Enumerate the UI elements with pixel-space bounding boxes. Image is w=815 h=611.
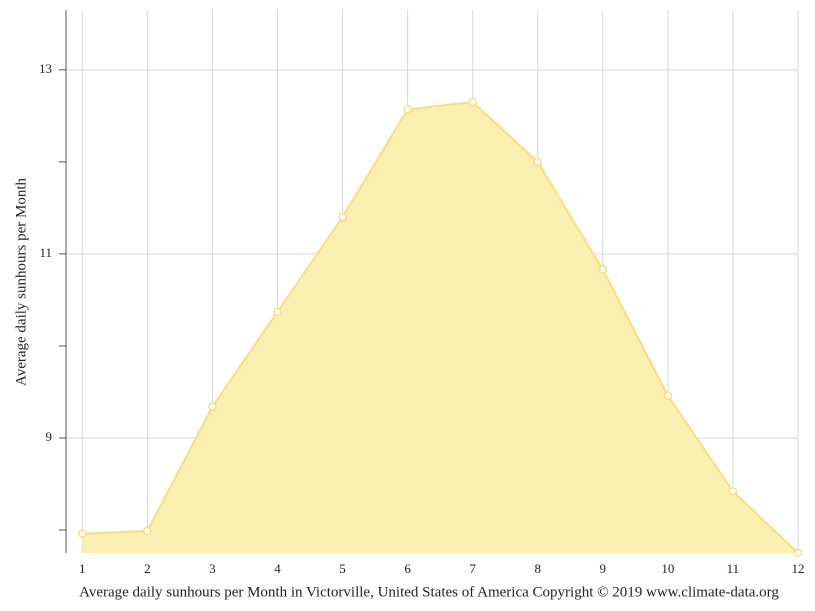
x-tick-label: 12 [792,561,805,576]
point [273,307,282,317]
point [533,157,542,167]
y-axis-label: Average daily sunhours per Month [13,178,29,387]
point [793,548,803,558]
x-tick-label: 4 [274,561,281,576]
point [663,391,673,400]
line [82,100,799,554]
point [468,97,477,107]
point [338,212,347,222]
point [403,105,412,114]
x-tick-label: 5 [339,561,346,576]
x-tick-label: 11 [727,561,740,576]
area [82,102,799,553]
point [143,526,152,536]
point [598,265,608,274]
x-tick-label: 6 [404,561,411,576]
x-tick-label: 10 [661,561,674,576]
x-tick-label: 1 [79,561,86,576]
y-tick-label: 9 [46,429,53,444]
x-tick-label: 3 [209,561,216,576]
y-tick-label: 11 [39,245,52,260]
x-tick-label: 2 [144,561,151,576]
x-tick-label: 9 [600,561,607,576]
point [728,487,738,496]
point [78,529,87,538]
y-tick-label: 13 [39,61,52,76]
x-tick-label: 8 [534,561,541,576]
x-axis-label: Average daily sunhours per Month in Vict… [79,584,779,600]
x-tick-label: 7 [469,561,476,576]
point [208,402,217,411]
